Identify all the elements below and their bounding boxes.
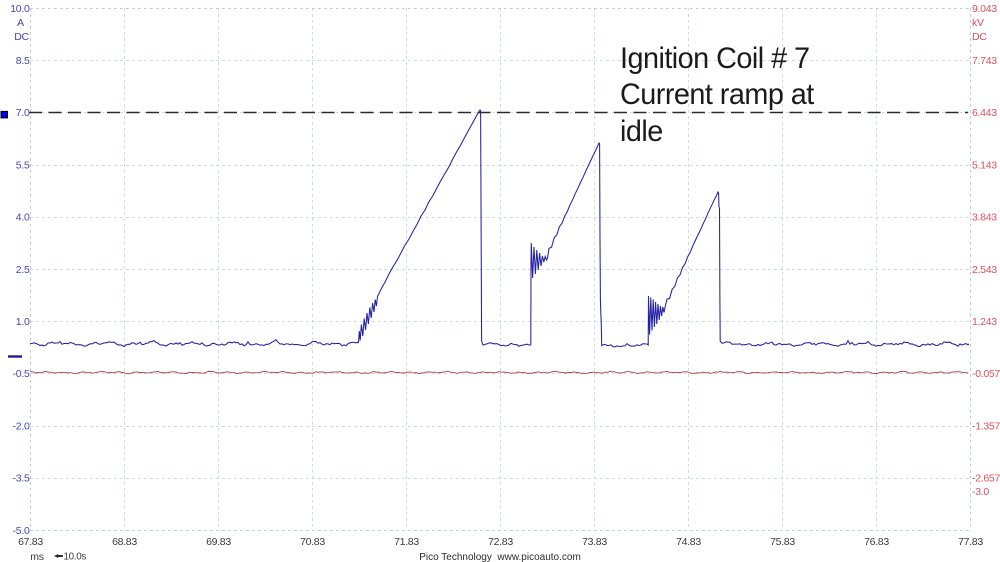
svg-text:ms: ms	[30, 551, 43, 562]
svg-text:68.83: 68.83	[112, 536, 137, 548]
svg-text:DC: DC	[14, 31, 29, 43]
svg-text:75.83: 75.83	[770, 536, 795, 548]
svg-text:10.0: 10.0	[10, 3, 30, 15]
svg-text:2.543: 2.543	[972, 264, 997, 276]
svg-text:4.0: 4.0	[16, 212, 30, 224]
svg-text:3.843: 3.843	[972, 212, 997, 224]
svg-text:8.5: 8.5	[16, 55, 30, 67]
svg-text:-3.0: -3.0	[972, 486, 989, 498]
svg-text:-0.057: -0.057	[972, 368, 1000, 380]
svg-text:73.83: 73.83	[582, 536, 607, 548]
svg-text:-2.0: -2.0	[13, 420, 30, 432]
svg-text:10.0s: 10.0s	[64, 552, 87, 562]
svg-text:1.0: 1.0	[16, 316, 30, 328]
svg-text:7.0: 7.0	[16, 107, 30, 119]
svg-text:6.443: 6.443	[972, 107, 997, 119]
svg-text:9.043: 9.043	[972, 3, 997, 15]
svg-text:77.83: 77.83	[958, 536, 983, 548]
svg-text:71.83: 71.83	[394, 536, 419, 548]
svg-text:72.83: 72.83	[488, 536, 513, 548]
svg-text:-1.357: -1.357	[972, 420, 1000, 432]
svg-text:76.83: 76.83	[864, 536, 889, 548]
svg-text:-5.0: -5.0	[13, 525, 30, 537]
svg-text:74.83: 74.83	[676, 536, 701, 548]
svg-text:1.243: 1.243	[972, 316, 997, 328]
svg-text:DC: DC	[972, 31, 987, 43]
svg-text:-0.5: -0.5	[13, 368, 30, 380]
svg-text:A: A	[17, 17, 24, 29]
svg-text:-2.657: -2.657	[972, 473, 1000, 485]
svg-text:-3.5: -3.5	[13, 473, 30, 485]
svg-text:2.5: 2.5	[16, 264, 30, 276]
svg-text:5.143: 5.143	[972, 159, 997, 171]
svg-text:70.83: 70.83	[300, 536, 325, 548]
svg-text:7.743: 7.743	[972, 55, 997, 67]
svg-text:5.5: 5.5	[16, 159, 30, 171]
svg-text:67.83: 67.83	[18, 536, 43, 548]
svg-text:69.83: 69.83	[206, 536, 231, 548]
svg-text:kV: kV	[972, 17, 984, 29]
